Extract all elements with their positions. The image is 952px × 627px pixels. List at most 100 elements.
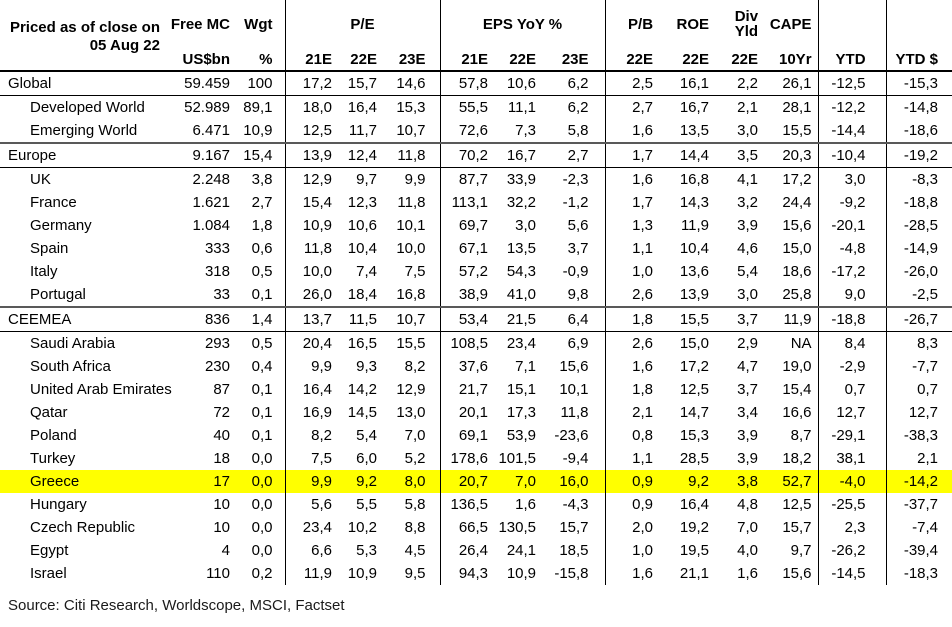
cell: 10,2: [347, 519, 377, 536]
cell: 11,7: [348, 122, 377, 139]
row-label: Turkey: [30, 450, 76, 467]
cell: -39,4: [903, 542, 939, 559]
cell: 9,3: [356, 358, 377, 375]
cell: 293: [204, 335, 230, 352]
cell: 53,9: [506, 427, 537, 444]
cell: 10: [213, 519, 230, 536]
cell: 1,0: [632, 542, 654, 559]
row-label: Poland: [30, 427, 77, 444]
table-row: Israel 110 0,2 11,9 10,9 9,5 94,3 10,9 -15,8 1,6 2…: [0, 562, 952, 585]
row-label: France: [30, 194, 77, 211]
cell: 2,6: [632, 286, 654, 303]
cell: 7,5: [311, 450, 332, 467]
col-header-div-yld-line1: Div: [734, 8, 759, 25]
cell: 1,8: [234, 214, 286, 237]
cell: 16,4: [302, 381, 332, 398]
cell: 16,6: [762, 401, 819, 424]
cell: 18: [213, 450, 230, 467]
cell: 16,7: [506, 147, 537, 164]
cell: 57,2: [458, 263, 489, 280]
cell: 94,3: [458, 565, 489, 582]
cell: -14,4: [818, 119, 887, 143]
cell: -0,9: [540, 260, 606, 283]
cell: 54,3: [506, 263, 537, 280]
cell: 2,2: [737, 75, 759, 92]
cell: 113,1: [451, 194, 489, 211]
cell: 7,0: [737, 519, 759, 536]
cell: 23,4: [506, 335, 537, 352]
cell: -4,0: [818, 470, 887, 493]
col-group-eps-yoy: EPS YoY %: [440, 0, 606, 48]
cell: 59.459: [184, 75, 230, 92]
cell: 10,7: [381, 119, 441, 143]
cell: 11,8: [381, 191, 441, 214]
table-row: Portugal 33 0,1 26,0 18,4 16,8 38,9 41,0 9,8 2,6 1…: [0, 283, 952, 307]
cell: -7,7: [912, 358, 939, 375]
cell: 11,9: [762, 307, 819, 332]
cell: 9.167: [192, 147, 230, 164]
table-row: Czech Republic 10 0,0 23,4 10,2 8,8 66,5 130,5 1…: [0, 516, 952, 539]
cell: -18,8: [903, 194, 939, 211]
cell: 12,5: [302, 122, 332, 139]
col-header-div-yld: Div Yld: [713, 0, 762, 48]
table-row: Global 59.459 100 17,2 15,7 14,6 57,8 10,6 6,2 2,…: [0, 71, 952, 96]
cell: 136,5: [450, 496, 489, 513]
cell: 10,6: [347, 217, 377, 234]
sub-header-us-bn: US$bn: [160, 48, 234, 72]
cell: -14,8: [903, 99, 939, 116]
cell: 2,6: [632, 335, 654, 352]
cell: 11,9: [680, 217, 710, 234]
cell: 5,8: [381, 493, 441, 516]
cell: 9,9: [311, 358, 332, 375]
cell: 10,9: [506, 565, 537, 582]
cell: 9,0: [818, 283, 887, 307]
cell: 52,7: [762, 470, 819, 493]
cell: 13,9: [679, 286, 710, 303]
table-row: United Arab Emirates 87 0,1 16,4 14,2 12,9 21,…: [0, 378, 952, 401]
cell: 11,9: [303, 565, 332, 582]
cell: -14,5: [818, 562, 887, 585]
cell: -26,7: [903, 311, 939, 328]
cell: 12,9: [381, 378, 441, 401]
cell: 20,4: [302, 335, 332, 352]
row-label: Greece: [30, 473, 80, 490]
col-header-wgt: Wgt: [234, 0, 286, 48]
cell: 7,4: [356, 263, 377, 280]
cell: 12,3: [347, 194, 377, 211]
cell: 1,8: [632, 311, 654, 328]
table-row: Germany 1.084 1,8 10,9 10,6 10,1 69,7 3,0 5,6 1,3…: [0, 214, 952, 237]
table-row: Poland 40 0,1 8,2 5,4 7,0 69,1 53,9 -23,6 0,8 15,3…: [0, 424, 952, 447]
cell: 16,5: [347, 335, 377, 352]
row-label: Hungary: [30, 496, 87, 513]
cell: 2,9: [737, 335, 759, 352]
sub-header-23e: 23E: [540, 48, 606, 72]
cell: 333: [204, 240, 230, 257]
cell: -19,2: [903, 147, 939, 164]
cell: 11,8: [381, 143, 441, 168]
table-row: Greece 17 0,0 9,9 9,2 8,0 20,7 7,0 16,0 0,9 9,2 3,8…: [0, 470, 952, 493]
cell: 3,0: [515, 217, 537, 234]
cell: 19,5: [679, 542, 710, 559]
cell: 17,2: [679, 358, 710, 375]
cell: 15,3: [679, 427, 710, 444]
sub-header-10yr: 10Yr: [762, 48, 819, 72]
cell: 15,7: [540, 516, 606, 539]
cell: -38,3: [903, 427, 939, 444]
cell: 130,5: [498, 519, 537, 536]
cell: 6.471: [192, 122, 230, 139]
cell: 8,4: [818, 331, 887, 355]
cell: 2,0: [632, 519, 654, 536]
cell: 1,4: [234, 307, 286, 332]
cell: 1,7: [632, 194, 654, 211]
cell: 18,2: [762, 447, 819, 470]
cell: 1,6: [515, 496, 537, 513]
cell: 5,3: [356, 542, 377, 559]
cell: 10,9: [347, 565, 377, 582]
cell: 38,1: [818, 447, 887, 470]
cell: 15,0: [679, 335, 710, 352]
cell: 1,1: [632, 240, 654, 257]
cell: 26,0: [302, 286, 332, 303]
cell: 19,2: [679, 519, 710, 536]
cell: -20,1: [818, 214, 887, 237]
cell: 15,0: [762, 237, 819, 260]
